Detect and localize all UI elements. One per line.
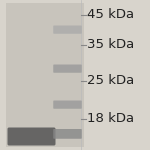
FancyBboxPatch shape: [6, 3, 84, 147]
Text: 45 kDa: 45 kDa: [87, 9, 134, 21]
Text: 35 kDa: 35 kDa: [87, 39, 134, 51]
FancyBboxPatch shape: [53, 129, 82, 139]
Text: 25 kDa: 25 kDa: [87, 75, 134, 87]
FancyBboxPatch shape: [8, 128, 56, 146]
FancyBboxPatch shape: [53, 26, 82, 34]
FancyBboxPatch shape: [53, 100, 82, 109]
FancyBboxPatch shape: [53, 64, 82, 73]
Text: 18 kDa: 18 kDa: [87, 112, 134, 125]
